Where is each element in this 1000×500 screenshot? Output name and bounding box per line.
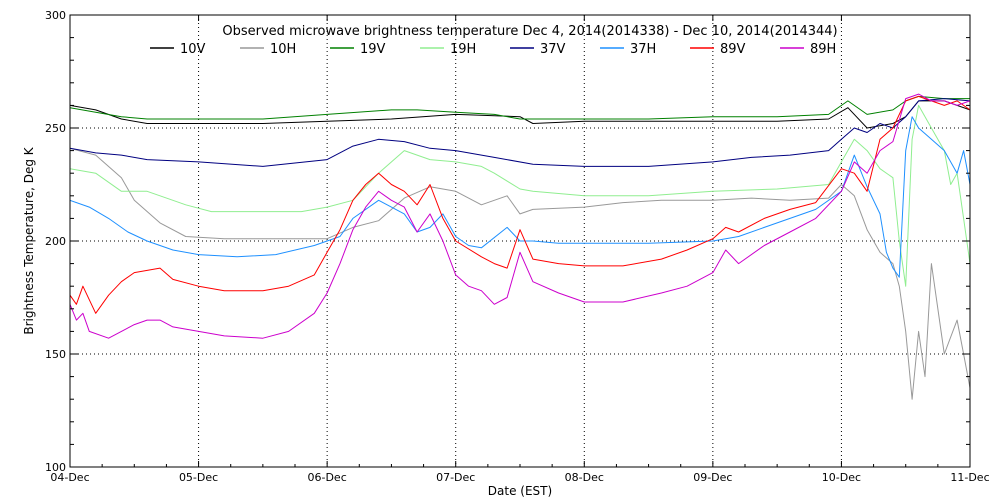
series-lines	[70, 93, 970, 400]
series-line-89v	[70, 95, 970, 314]
series-line-10v	[70, 100, 970, 129]
legend: 10V 10H 19V 19H 37V 37H 89V 89H	[150, 42, 836, 57]
x-tick-label: 04-Dec	[50, 471, 89, 484]
chart-title: Observed microwave brightness temperatur…	[222, 24, 837, 39]
x-tick-label: 05-Dec	[179, 471, 218, 484]
y-tick-label: 150	[45, 348, 66, 361]
x-tick-label: 11-Dec	[950, 471, 989, 484]
x-tick-label: 10-Dec	[822, 471, 861, 484]
y-tick-label: 300	[45, 9, 66, 22]
series-line-89h	[70, 93, 970, 339]
legend-label-19v: 19V	[360, 42, 386, 57]
x-tick-label: 09-Dec	[693, 471, 732, 484]
x-tick-label: 07-Dec	[436, 471, 475, 484]
grid-lines	[70, 15, 970, 467]
y-tick-label: 250	[45, 122, 66, 135]
series-line-37h	[70, 116, 970, 278]
x-tick-label: 08-Dec	[565, 471, 604, 484]
y-axis-title: Brightness Temperature, Deg K	[22, 146, 36, 334]
legend-label-10h: 10H	[270, 42, 296, 57]
series-line-10h	[70, 147, 970, 400]
x-tick-labels: 04-Dec 05-Dec 06-Dec 07-Dec 08-Dec 09-Dec 10-D…	[50, 471, 989, 484]
legend-label-19h: 19H	[450, 42, 476, 57]
legend-label-37v: 37V	[540, 42, 566, 57]
y-tick-labels: 100 150 200 250 300	[45, 9, 66, 474]
legend-label-10v: 10V	[180, 42, 206, 57]
legend-label-37h: 37H	[630, 42, 656, 57]
series-line-19v	[70, 95, 970, 120]
axis-ticks	[69, 14, 971, 468]
x-tick-label: 06-Dec	[308, 471, 347, 484]
legend-label-89h: 89H	[810, 42, 836, 57]
y-tick-label: 200	[45, 235, 66, 248]
series-line-19h	[70, 104, 970, 287]
series-line-37v	[70, 98, 970, 167]
legend-label-89v: 89V	[720, 42, 746, 57]
x-axis-title: Date (EST)	[488, 484, 552, 498]
y-tick-label: 100	[45, 461, 66, 474]
